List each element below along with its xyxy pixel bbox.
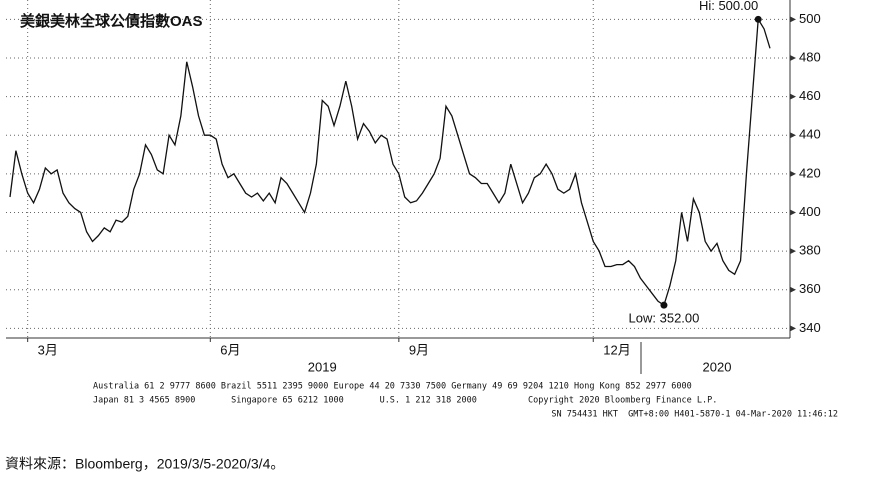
line-series [9,17,771,307]
y-tick-label: 500 [799,11,821,26]
y-tick-label: 420 [799,165,821,180]
y-tick [790,286,796,293]
y-tick-label: 400 [799,204,821,219]
annotation-point [754,15,762,23]
year-label: 2019 [308,359,337,374]
y-tick-label: 440 [799,127,821,142]
y-tick [790,248,796,255]
x-tick-label: 12月 [603,342,630,357]
annotation-label: Low: 352.00 [629,311,700,326]
x-tick-label: 6月 [220,342,240,357]
x-tick-label: 3月 [38,342,58,357]
y-tick-label: 360 [799,281,821,296]
y-tick-label: 480 [799,49,821,64]
y-tick-label: 340 [799,320,821,335]
y-tick [790,93,796,100]
y-tick [790,170,796,177]
y-tick [790,325,796,332]
chart-title: 美銀美林全球公債指數OAS [20,12,203,30]
y-tick-label: 380 [799,243,821,258]
source-note: 資料來源：Bloomberg，2019/3/5-2020/3/4。 [5,456,284,472]
footer-line: Australia 61 2 9777 8600 Brazil 5511 239… [93,382,692,392]
annotation-label: Hi: 500.00 [699,0,758,13]
y-tick [790,209,796,216]
y-tick [790,132,796,139]
year-label: 2020 [703,359,732,374]
y-tick [790,54,796,61]
x-tick-label: 9月 [409,342,429,357]
footer-line: Japan 81 3 4565 8900 Singapore 65 6212 1… [93,396,717,406]
footer-line: SN 754431 HKT GMT+8:00 H401-5870-1 04-Ma… [551,410,838,420]
y-tick [790,16,796,23]
y-tick-label: 460 [799,88,821,103]
annotation-point [660,301,668,309]
